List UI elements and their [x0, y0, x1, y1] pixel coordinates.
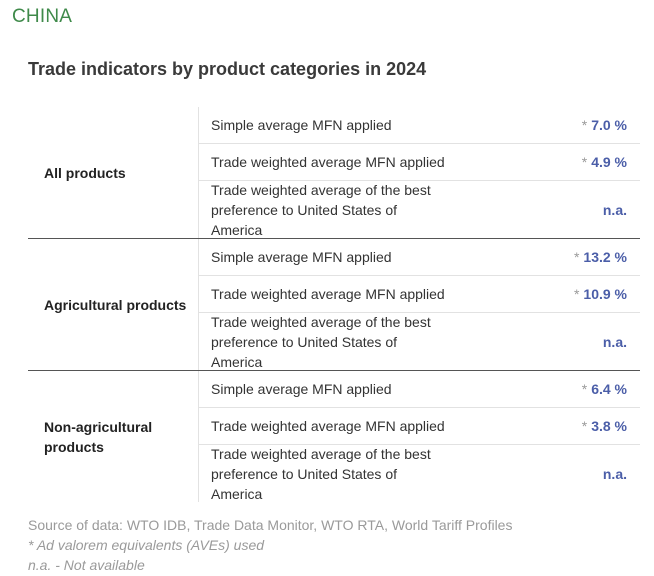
- value-text: 6.4 %: [591, 381, 627, 397]
- indicator-value: * 3.8 %: [517, 418, 640, 434]
- source-note: Source of data: WTO IDB, Trade Data Moni…: [28, 517, 513, 533]
- table-row: Trade weighted average MFN applied * 3.8 …: [199, 408, 640, 445]
- table-row: Trade weighted average of the best prefe…: [199, 313, 640, 370]
- indicator-label: Trade weighted average of the best prefe…: [211, 181, 431, 238]
- indicator-value: * 4.9 %: [517, 154, 640, 170]
- table-row: Trade weighted average of the best prefe…: [199, 181, 640, 238]
- ave-marker: *: [581, 117, 588, 133]
- ave-marker: *: [581, 418, 588, 434]
- ave-note: * Ad valorem equivalents (AVEs) used: [28, 537, 265, 553]
- group-label: Agricultural products: [28, 239, 199, 370]
- indicator-value: * 10.9 %: [517, 286, 640, 302]
- table-row: Simple average MFN applied * 6.4 %: [199, 371, 640, 408]
- value-text: 10.9 %: [583, 286, 627, 302]
- footnotes: Source of data: WTO IDB, Trade Data Moni…: [28, 515, 512, 575]
- value-text: 7.0 %: [591, 117, 627, 133]
- group-label: All products: [28, 107, 199, 238]
- group-label: Non-agricultural products: [28, 371, 199, 502]
- trade-indicators-table: All products Simple average MFN applied …: [28, 107, 640, 502]
- indicator-value: * 13.2 %: [517, 249, 640, 265]
- indicator-label: Trade weighted average of the best prefe…: [211, 445, 431, 502]
- indicator-label: Trade weighted average MFN applied: [211, 418, 445, 434]
- ave-marker: *: [581, 154, 588, 170]
- value-text: n.a.: [602, 333, 627, 350]
- indicator-value: * 7.0 %: [517, 117, 640, 133]
- indicator-value: n.a.: [517, 202, 640, 218]
- ave-marker: *: [581, 381, 588, 397]
- value-text: 13.2 %: [583, 249, 627, 265]
- indicator-value: n.a.: [517, 466, 640, 482]
- group-agricultural-products: Agricultural products Simple average MFN…: [28, 239, 640, 371]
- section-title: Trade indicators by product categories i…: [28, 59, 427, 79]
- indicator-label: Trade weighted average MFN applied: [211, 154, 445, 170]
- indicator-value: n.a.: [517, 334, 640, 350]
- indicator-label: Simple average MFN applied: [211, 249, 392, 265]
- value-text: 3.8 %: [591, 418, 627, 434]
- ave-marker: *: [573, 286, 580, 302]
- group-non-agricultural-products: Non-agricultural products Simple average…: [28, 371, 640, 502]
- table-row: Trade weighted average MFN applied * 10.9…: [199, 276, 640, 313]
- value-text: n.a.: [602, 201, 627, 218]
- value-text: 4.9 %: [591, 154, 627, 170]
- ave-marker: *: [573, 249, 580, 265]
- indicator-label: Simple average MFN applied: [211, 117, 392, 133]
- indicator-value: * 6.4 %: [517, 381, 640, 397]
- value-text: n.a.: [602, 465, 627, 482]
- indicator-label: Trade weighted average of the best prefe…: [211, 313, 431, 370]
- indicator-label: Simple average MFN applied: [211, 381, 392, 397]
- table-row: Simple average MFN applied * 13.2 %: [199, 239, 640, 276]
- table-row: Trade weighted average MFN applied * 4.9 …: [199, 144, 640, 181]
- country-heading: CHINA: [12, 6, 73, 27]
- indicator-label: Trade weighted average MFN applied: [211, 286, 445, 302]
- na-note: n.a. - Not available: [28, 557, 145, 573]
- group-all-products: All products Simple average MFN applied …: [28, 107, 640, 239]
- table-row: Simple average MFN applied * 7.0 %: [199, 107, 640, 144]
- table-row: Trade weighted average of the best prefe…: [199, 445, 640, 502]
